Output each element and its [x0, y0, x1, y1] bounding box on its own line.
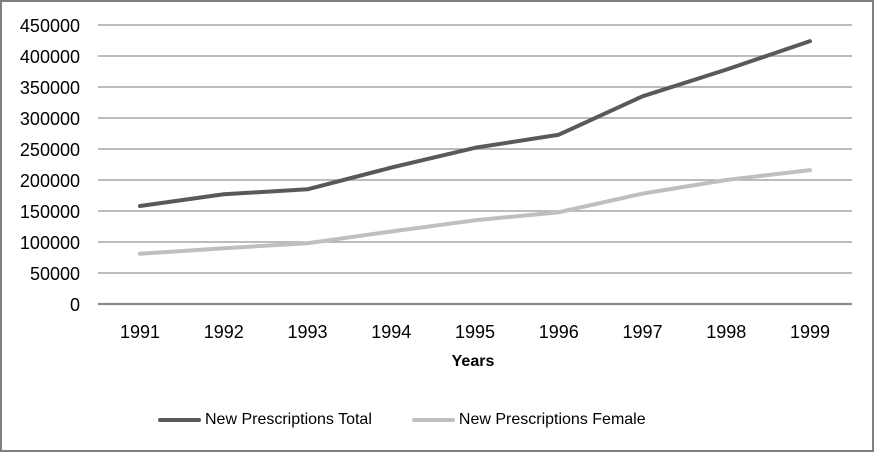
series-line-total [138, 39, 812, 209]
y-tick-label: 450000 [20, 16, 80, 36]
legend-label-female: New Prescriptions Female [458, 411, 646, 428]
x-tick-label: 1999 [790, 322, 830, 342]
y-tick-label: 200000 [20, 171, 80, 191]
y-tick-label: 0 [70, 295, 80, 315]
x-tick-label: 1995 [455, 322, 495, 342]
y-tick-label: 100000 [20, 233, 80, 253]
y-tick-label: 350000 [20, 78, 80, 98]
y-axis-labels-group: 0 50000 100000 150000 200000 250000 300000 3500… [20, 16, 80, 315]
y-tick-label: 400000 [20, 47, 80, 67]
legend-marker-total-line [158, 418, 201, 422]
legend-label-total: New Prescriptions Total [205, 411, 372, 428]
y-tick-label: 300000 [20, 109, 80, 129]
x-tick-label: 1994 [371, 322, 411, 342]
series-line-female [138, 168, 812, 256]
x-axis-title: Years [452, 353, 495, 370]
y-tick-label: 150000 [20, 202, 80, 222]
y-tick-label: 250000 [20, 140, 80, 160]
legend-item-total: New Prescriptions Total [158, 411, 372, 429]
x-axis-labels-group: 1991 1992 1993 1994 1995 1996 1997 1998 1999 [120, 322, 830, 342]
y-tick-label: 50000 [30, 264, 80, 284]
x-tick-label: 1997 [622, 322, 662, 342]
legend-item-female: New Prescriptions Female [411, 411, 646, 429]
x-tick-label: 1993 [287, 322, 327, 342]
x-tick-label: 1992 [204, 322, 244, 342]
legend-marker-female-line [411, 418, 455, 422]
chart-legend: New Prescriptions Total New Prescription… [158, 411, 646, 429]
series-lines-group [138, 39, 812, 256]
x-tick-label: 1998 [706, 322, 746, 342]
x-tick-label: 1991 [120, 322, 160, 342]
x-tick-label: 1996 [539, 322, 579, 342]
